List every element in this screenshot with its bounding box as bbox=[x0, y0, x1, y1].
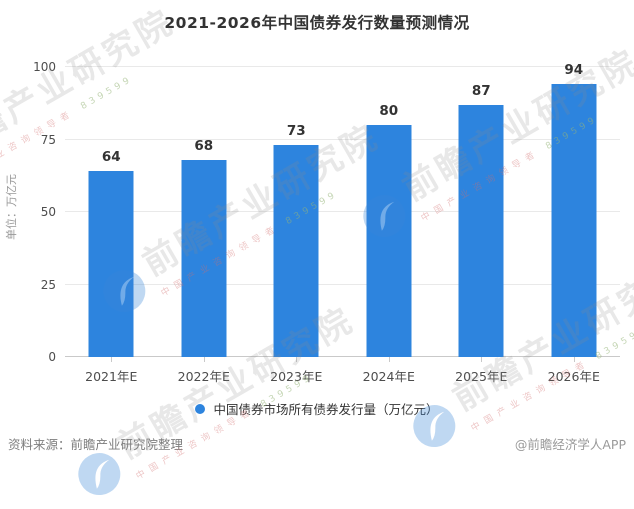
bar-2024年E bbox=[366, 125, 412, 357]
y-axis-unit-label: 单位：万亿元 bbox=[5, 174, 18, 240]
bar-2026年E bbox=[551, 84, 597, 357]
bar-2022年E bbox=[181, 159, 227, 357]
category-slot: 64 2021年E bbox=[65, 67, 158, 384]
x-axis-line bbox=[65, 356, 620, 357]
credit-text: @前瞻经济学人APP bbox=[514, 437, 626, 452]
category-slot: 87 2025年E bbox=[435, 67, 528, 384]
x-tick-mark bbox=[111, 357, 113, 362]
x-axis-label: 2022年E bbox=[177, 369, 230, 384]
source-text: 资料来源：前瞻产业研究院整理 bbox=[8, 437, 184, 452]
x-tick-mark bbox=[296, 357, 298, 362]
x-tick-mark bbox=[481, 357, 483, 362]
plot-area: 0 25 50 75 100 64 2021年E 68 2022年E 73 2023年E 80 2024… bbox=[33, 60, 621, 384]
y-tick-label: 50 bbox=[40, 205, 56, 219]
legend-label: 中国债券市场所有债券发行量（万亿元） bbox=[213, 402, 439, 417]
bar-2021年E bbox=[88, 171, 134, 357]
bar-2025年E bbox=[458, 104, 504, 357]
y-tick-label: 25 bbox=[40, 277, 56, 292]
chart-title: 2021-2026年中国债券发行数量预测情况 bbox=[164, 14, 470, 32]
x-axis-label: 2023年E bbox=[270, 369, 323, 384]
y-tick-label: 75 bbox=[40, 132, 56, 147]
bar-value-label: 73 bbox=[286, 123, 306, 140]
watermark-subtext: 中国产业咨询领导者 839599 bbox=[134, 371, 315, 482]
x-axis-label: 2025年E bbox=[455, 369, 508, 384]
bar-value-label: 64 bbox=[101, 149, 121, 166]
category-slot: 94 2026年E bbox=[528, 62, 621, 384]
x-axis-label: 2026年E bbox=[547, 369, 600, 384]
bar-2023年E bbox=[273, 145, 319, 357]
gridline bbox=[65, 211, 620, 212]
x-axis-label: 2024年E bbox=[362, 369, 415, 384]
gridline bbox=[65, 138, 620, 140]
bar-value-label: 80 bbox=[379, 103, 399, 119]
bar-value-label: 87 bbox=[471, 82, 491, 99]
gridline bbox=[65, 283, 620, 285]
x-tick-mark bbox=[203, 357, 205, 362]
x-tick-mark bbox=[388, 357, 390, 362]
legend-marker-icon bbox=[195, 403, 206, 414]
y-tick-label: 0 bbox=[48, 350, 56, 364]
bar-value-label: 94 bbox=[564, 62, 584, 79]
category-slot: 68 2022年E bbox=[158, 67, 251, 384]
bar-value-label: 68 bbox=[194, 137, 214, 154]
x-axis-label: 2021年E bbox=[85, 369, 138, 384]
x-tick-mark bbox=[573, 357, 575, 362]
chart-page: 2021-2026年中国债券发行数量预测情况 单位：万亿元 0 25 50 75 100… bbox=[0, 2, 634, 496]
category-slot: 73 2023年E bbox=[250, 67, 343, 384]
watermark-logo-icon bbox=[78, 453, 121, 496]
legend: 中国债券市场所有债券发行量（万亿元） bbox=[0, 399, 634, 418]
gridline bbox=[65, 66, 620, 67]
y-tick-label: 100 bbox=[33, 60, 56, 74]
category-slot: 80 2024年E bbox=[343, 67, 436, 384]
